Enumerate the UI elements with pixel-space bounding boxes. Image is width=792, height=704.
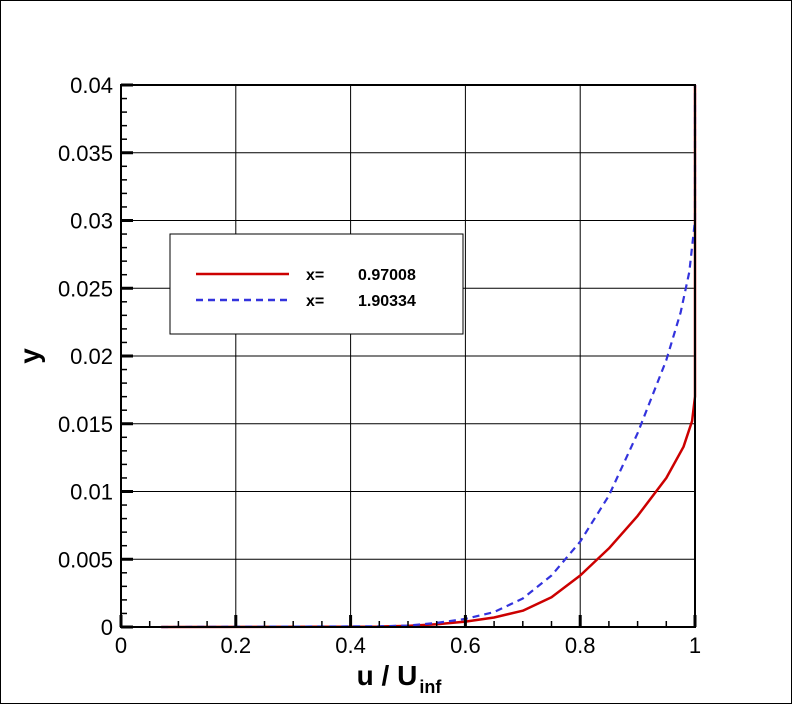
legend-name-series-2: x= (306, 293, 324, 310)
y-tick-label: 0.035 (58, 141, 113, 166)
x-tick-label: 0.4 (335, 633, 366, 658)
y-tick-label: 0.04 (70, 73, 113, 98)
legend-value-series-1: 0.97008 (358, 267, 416, 284)
axis-ticks (119, 83, 697, 629)
y-tick-label: 0.025 (58, 276, 113, 301)
y-tick-label: 0.01 (70, 480, 113, 505)
y-tick-label: 0 (101, 615, 113, 640)
legend-name-series-1: x= (306, 267, 324, 284)
legend-box (169, 233, 464, 335)
legend: x= 0.97008 x= 1.90334 (169, 233, 464, 335)
y-tick-label: 0.005 (58, 547, 113, 572)
x-tick-label: 0.6 (450, 633, 481, 658)
x-tick-label: 1 (689, 633, 701, 658)
series-line-2 (161, 85, 697, 629)
y-axis-label: y (14, 348, 45, 364)
x-tick-label: 0.2 (221, 633, 252, 658)
x-tick-label: 0.8 (565, 633, 596, 658)
y-tick-label: 0.02 (70, 344, 113, 369)
y-tick-label: 0.03 (70, 209, 113, 234)
x-axis-label-main: u / U (357, 660, 418, 691)
x-tick-label: 0 (115, 633, 127, 658)
legend-value-series-2: 1.90334 (358, 293, 416, 310)
tick-labels: 0 0.2 0.4 0.6 0.8 1 0 0.005 0.01 0.015 0.02 0.025 0.… (58, 73, 701, 658)
x-axis-label-subscript: inf (419, 677, 442, 697)
grid (120, 84, 696, 628)
y-tick-label: 0.015 (58, 412, 113, 437)
series-layer (161, 85, 697, 629)
